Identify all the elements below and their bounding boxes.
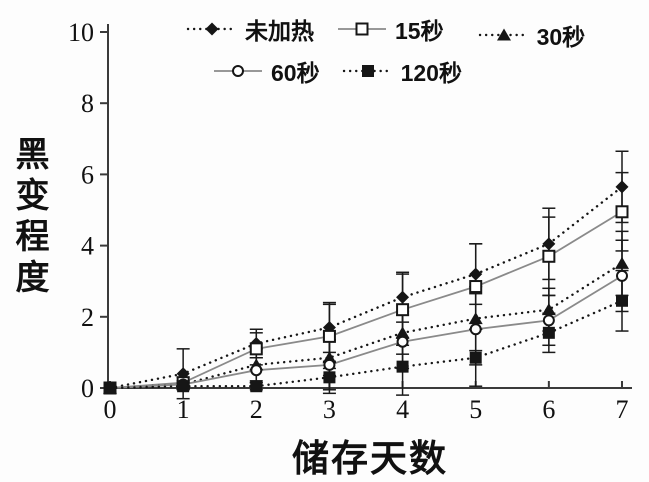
x-axis-title: 储存天数 [292, 438, 448, 479]
y-tick-label: 2 [81, 303, 94, 332]
legend-swatch-square-open [338, 22, 386, 36]
y-axis-title: 黑变程度 [10, 136, 48, 300]
legend-swatch-diamond-filled [186, 22, 238, 36]
legend-item-15秒: 15秒 [336, 12, 444, 46]
legend-label: 未加热 [245, 18, 314, 44]
legend-swatch-triangle-filled [478, 28, 529, 41]
series-markers-120秒 [104, 294, 628, 394]
series-line-60秒 [109, 275, 623, 389]
axes [107, 24, 632, 389]
legend-label: 30秒 [536, 24, 586, 50]
legend-item-120秒: 120秒 [342, 54, 462, 88]
legend-label: 60秒 [271, 60, 320, 86]
legend-item-60秒: 60秒 [212, 54, 320, 88]
y-tick-label: 8 [81, 89, 94, 118]
legend-item-未加热: 未加热 [186, 12, 314, 46]
x-tick-label: 7 [616, 395, 629, 424]
legend-row-2: 60秒 120秒 [186, 54, 607, 88]
series-line-未加热 [108, 185, 624, 390]
legend-item-30秒: 30秒 [478, 18, 586, 52]
legend-swatch-circle-open [214, 65, 262, 77]
series-line-30秒 [108, 262, 624, 390]
y-tick-label: 4 [81, 232, 94, 261]
x-tick-label: 2 [250, 395, 263, 424]
x-tick-label: 4 [396, 395, 409, 424]
series-line-120秒 [108, 299, 624, 390]
legend-label: 120秒 [400, 60, 462, 86]
legend-label: 15秒 [395, 18, 444, 44]
x-tick-label: 3 [323, 395, 336, 424]
legend-swatch-square-filled [342, 65, 393, 77]
y-tick-label: 10 [68, 18, 94, 47]
x-tick-label: 6 [542, 395, 555, 424]
y-tick-label: 6 [81, 160, 94, 189]
y-axis-ticks: 0 2 4 6 8 10 [68, 18, 108, 403]
series-line-15秒 [109, 211, 623, 389]
series-markers-未加热 [103, 180, 629, 395]
y-tick-label: 0 [81, 374, 94, 403]
x-tick-label: 5 [469, 395, 482, 424]
x-tick-label: 0 [104, 395, 117, 424]
x-tick-label: 1 [177, 395, 190, 424]
legend-row-1: 未加热 15秒 30秒 [186, 6, 607, 52]
legend: 未加热 15秒 30秒 60秒 120秒 [186, 6, 607, 88]
